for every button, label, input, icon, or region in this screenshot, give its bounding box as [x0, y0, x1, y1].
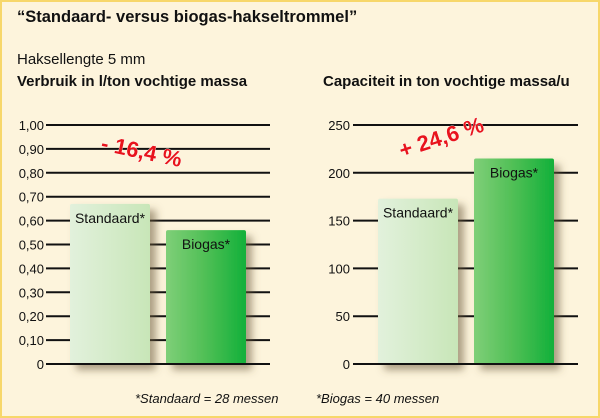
- y-tick-label: 0,50: [19, 238, 44, 253]
- y-tick-label: 0: [343, 357, 350, 372]
- y-tick-label: 0,40: [19, 261, 44, 276]
- y-tick-label: 0,20: [19, 309, 44, 324]
- footnote-biogas: *Biogas = 40 messen: [316, 391, 440, 406]
- figure-title: “Standaard- versus biogas-hakseltrommel”: [17, 8, 358, 26]
- y-tick-label: 0,80: [19, 166, 44, 181]
- bar-standaard: [378, 198, 458, 364]
- bar-standaard: [70, 203, 150, 364]
- y-tick-label: 1,00: [19, 118, 44, 133]
- y-tick-label: 50: [336, 309, 350, 324]
- y-tick-label: 0,90: [19, 142, 44, 157]
- bar-label: Biogas*: [182, 236, 231, 252]
- chart-title-capaciteit: Capaciteit in ton vochtige massa/u: [323, 73, 570, 90]
- bar-biogas: [166, 230, 246, 364]
- bar-biogas: [474, 158, 554, 364]
- bar-label: Standaard*: [383, 205, 454, 221]
- y-tick-label: 0,10: [19, 333, 44, 348]
- y-tick-label: 0,60: [19, 214, 44, 229]
- bar-label: Biogas*: [490, 164, 539, 180]
- footnote-standaard: *Standaard = 28 messen: [135, 391, 279, 406]
- y-tick-label: 250: [328, 118, 350, 133]
- chart-title-verbruik: Verbruik in l/ton vochtige massa: [17, 73, 248, 90]
- bar-label: Standaard*: [75, 210, 146, 226]
- y-tick-label: 0,30: [19, 285, 44, 300]
- y-tick-label: 150: [328, 214, 350, 229]
- change-annotation: + 24,6 %: [396, 112, 487, 163]
- y-tick-label: 200: [328, 166, 350, 181]
- y-tick-label: 0,70: [19, 190, 44, 205]
- figure-subtitle: Haksellengte 5 mm: [17, 51, 146, 68]
- y-tick-label: 100: [328, 261, 350, 276]
- change-annotation: - 16,4 %: [99, 130, 184, 171]
- y-tick-label: 0: [37, 357, 44, 372]
